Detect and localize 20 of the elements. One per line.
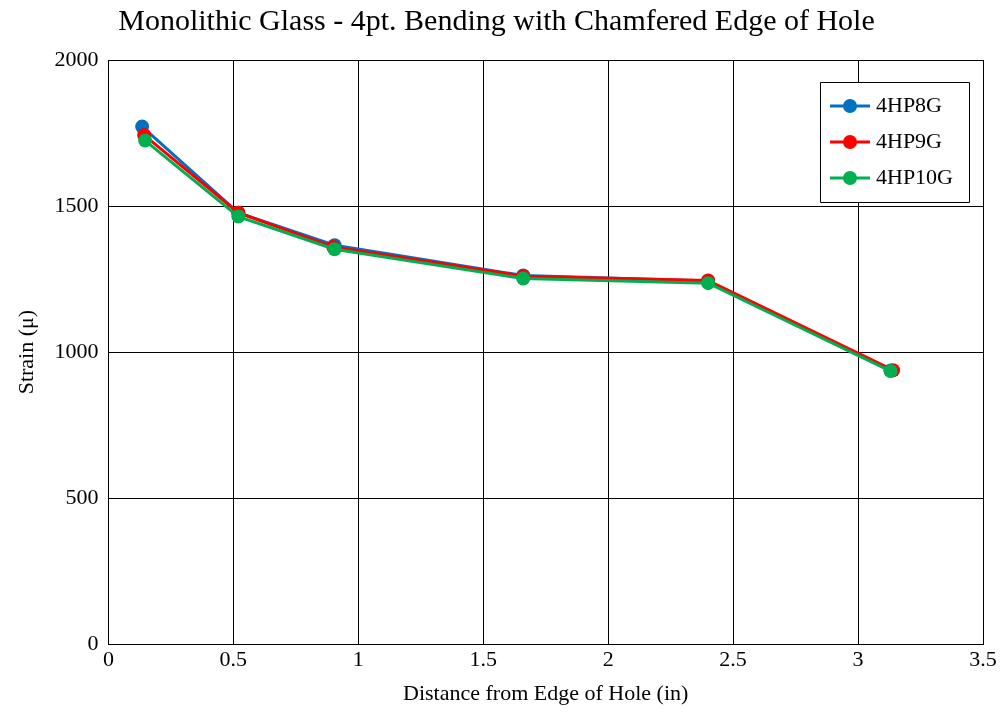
x-tick-label: 3 xyxy=(852,646,864,672)
x-tick-label: 1.5 xyxy=(469,646,497,672)
y-tick-label: 2000 xyxy=(54,45,99,71)
x-axis-title: Distance from Edge of Hole (in) xyxy=(403,679,689,705)
y-axis-title: Strain (μ) xyxy=(12,309,38,395)
y-tick-label: 0 xyxy=(87,629,99,655)
x-tick-label: 1 xyxy=(352,646,364,672)
chart-title: Monolithic Glass - 4pt. Bending with Chamfered Edge of Hole xyxy=(118,2,875,36)
legend-label: 4HP9G xyxy=(875,127,943,153)
point xyxy=(231,209,246,224)
legend-label: 4HP8G xyxy=(875,91,943,117)
x-tick-label: 0.5 xyxy=(219,646,248,672)
x-tick-label: 3.5 xyxy=(969,646,997,672)
y-tick-label: 1000 xyxy=(54,337,99,363)
point xyxy=(138,133,153,148)
legend-label: 4HP10G xyxy=(875,163,954,189)
x-tick-label: 2.5 xyxy=(719,646,747,672)
y-tick-label: 500 xyxy=(65,483,99,509)
y-tick-label: 1500 xyxy=(54,191,99,217)
x-tick-label: 2 xyxy=(602,646,614,672)
